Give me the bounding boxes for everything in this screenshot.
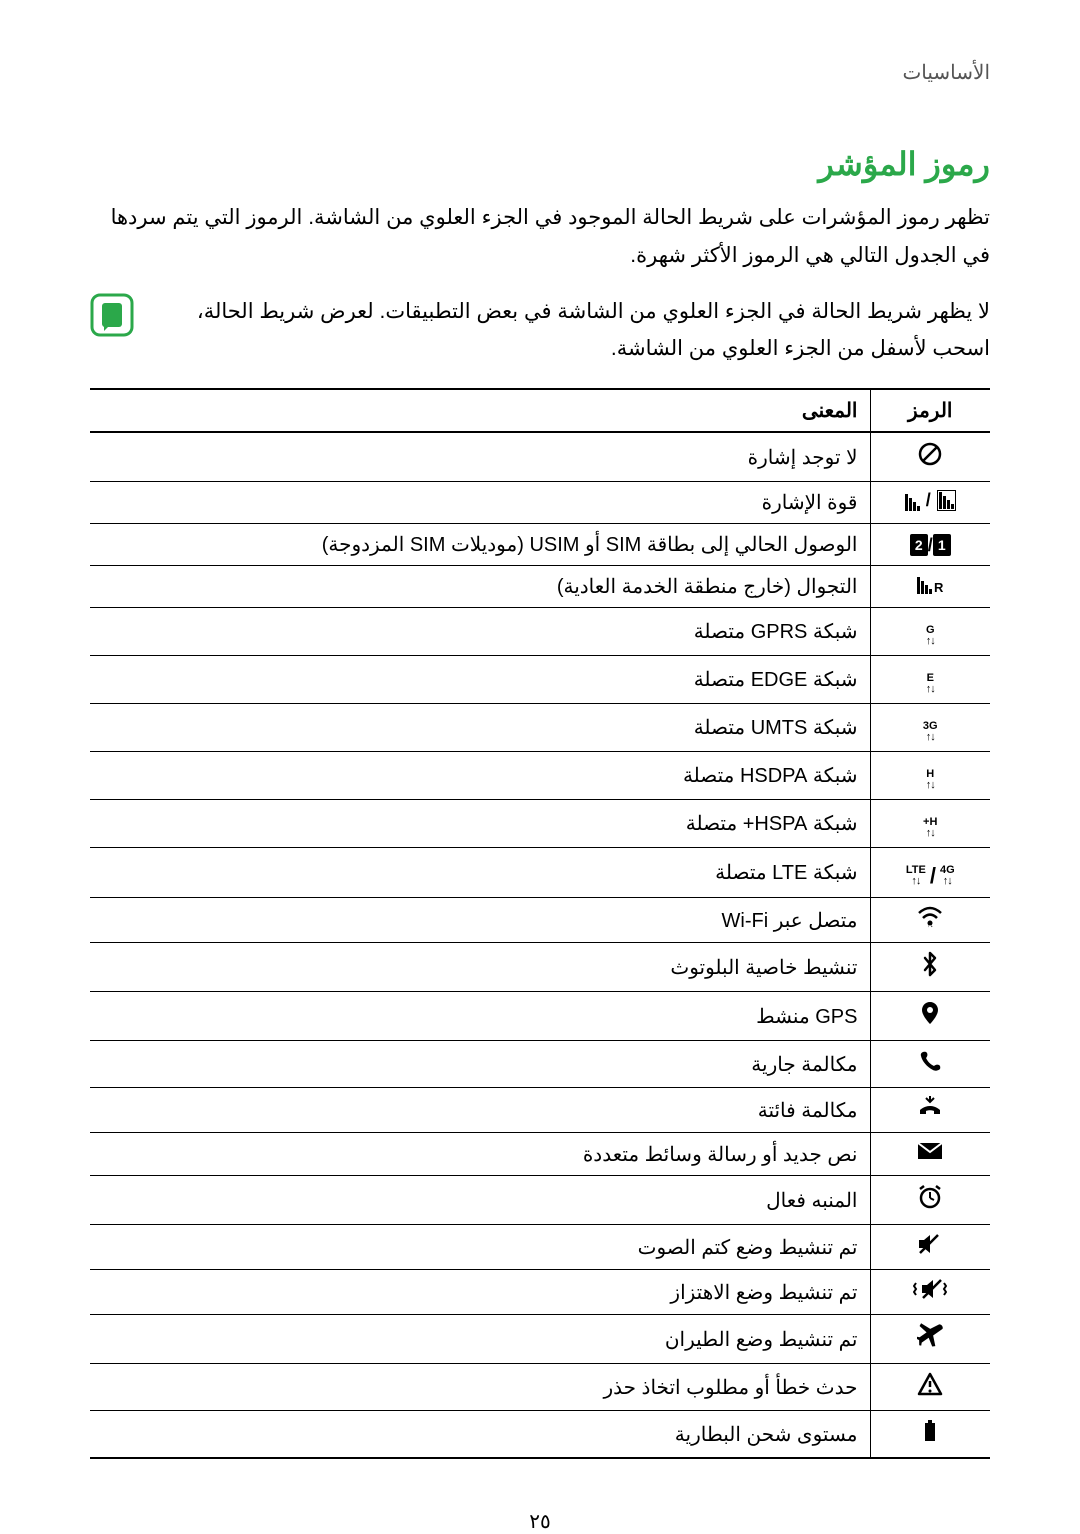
meaning-cell: مكالمة جارية	[90, 1041, 870, 1088]
icon-table: الرمز المعنى لا توجد إشارة/قوة الإشارة1 …	[90, 388, 990, 1459]
call-icon	[870, 1041, 990, 1088]
meaning-cell: مستوى شحن البطارية	[90, 1411, 870, 1459]
meaning-cell: حدث خطأ أو مطلوب اتخاذ حذر	[90, 1364, 870, 1411]
meaning-cell: تم تنشيط وضع الطيران	[90, 1315, 870, 1364]
table-row: حدث خطأ أو مطلوب اتخاذ حذر	[90, 1364, 990, 1411]
intro-text: تظهر رموز المؤشرات على شريط الحالة الموج…	[90, 199, 990, 275]
table-row: تم تنشيط وضع كتم الصوت	[90, 1225, 990, 1270]
table-row: المنبه فعال	[90, 1176, 990, 1225]
table-row: تم تنشيط وضع الاهتزاز	[90, 1270, 990, 1315]
error-icon	[870, 1364, 990, 1411]
table-row: H+↓↑شبكة HSPA+ متصلة	[90, 800, 990, 848]
table-row: نص جديد أو رسالة وسائط متعددة	[90, 1133, 990, 1176]
alarm-icon	[870, 1176, 990, 1225]
signal-strength-icon: /	[870, 482, 990, 524]
meaning-cell: GPS منشط	[90, 992, 870, 1041]
table-row: 4G↓↑/LTE↓↑شبكة LTE متصلة	[90, 848, 990, 898]
table-header-icon: الرمز	[870, 389, 990, 432]
section-title: رموز المؤشر	[90, 145, 990, 183]
meaning-cell: تم تنشيط وضع الاهتزاز	[90, 1270, 870, 1315]
hsdpa-icon: H↓↑	[870, 752, 990, 800]
missed-call-icon	[870, 1088, 990, 1133]
meaning-cell: الوصول الحالي إلى بطاقة SIM أو USIM (مود…	[90, 524, 870, 566]
table-row: تم تنشيط وضع الطيران	[90, 1315, 990, 1364]
lte-icon: 4G↓↑/LTE↓↑	[870, 848, 990, 898]
umts-icon: 3G↓↑	[870, 704, 990, 752]
meaning-cell: تنشيط خاصية البلوتوث	[90, 943, 870, 992]
meaning-cell: تم تنشيط وضع كتم الصوت	[90, 1225, 870, 1270]
meaning-cell: لا توجد إشارة	[90, 432, 870, 482]
breadcrumb: الأساسيات	[90, 60, 990, 85]
battery-icon	[870, 1411, 990, 1459]
table-row: مستوى شحن البطارية	[90, 1411, 990, 1459]
message-icon	[870, 1133, 990, 1176]
page-number: ٢٥	[90, 1509, 990, 1534]
table-row: Rالتجوال (خارج منطقة الخدمة العادية)	[90, 566, 990, 608]
table-row: مكالمة فائتة	[90, 1088, 990, 1133]
meaning-cell: متصل عبر Wi-Fi	[90, 898, 870, 943]
table-row: E↓↑شبكة EDGE متصلة	[90, 656, 990, 704]
airplane-icon	[870, 1315, 990, 1364]
table-header-meaning: المعنى	[90, 389, 870, 432]
meaning-cell: شبكة GPRS متصلة	[90, 608, 870, 656]
table-row: 3G↓↑شبكة UMTS متصلة	[90, 704, 990, 752]
wifi-icon: ↓↑	[870, 898, 990, 943]
svg-text:↓↑: ↓↑	[927, 922, 934, 928]
note-icon	[90, 293, 134, 337]
meaning-cell: شبكة HSDPA متصلة	[90, 752, 870, 800]
gps-icon	[870, 992, 990, 1041]
table-row: مكالمة جارية	[90, 1041, 990, 1088]
table-row: 1 / 2الوصول الحالي إلى بطاقة SIM أو USIM…	[90, 524, 990, 566]
vibrate-icon	[870, 1270, 990, 1315]
table-row: لا توجد إشارة	[90, 432, 990, 482]
meaning-cell: شبكة EDGE متصلة	[90, 656, 870, 704]
meaning-cell: مكالمة فائتة	[90, 1088, 870, 1133]
bluetooth-icon	[870, 943, 990, 992]
meaning-cell: قوة الإشارة	[90, 482, 870, 524]
meaning-cell: شبكة UMTS متصلة	[90, 704, 870, 752]
table-row: GPS منشط	[90, 992, 990, 1041]
mute-icon	[870, 1225, 990, 1270]
table-row: ↓↑ متصل عبر Wi-Fi	[90, 898, 990, 943]
meaning-cell: شبكة LTE متصلة	[90, 848, 870, 898]
table-row: G↓↑شبكة GPRS متصلة	[90, 608, 990, 656]
no-signal-icon	[870, 432, 990, 482]
sim-access-icon: 1 / 2	[870, 524, 990, 566]
meaning-cell: شبكة HSPA+ متصلة	[90, 800, 870, 848]
hspa-plus-icon: H+↓↑	[870, 800, 990, 848]
table-row: /قوة الإشارة	[90, 482, 990, 524]
meaning-cell: التجوال (خارج منطقة الخدمة العادية)	[90, 566, 870, 608]
edge-icon: E↓↑	[870, 656, 990, 704]
meaning-cell: المنبه فعال	[90, 1176, 870, 1225]
table-row: تنشيط خاصية البلوتوث	[90, 943, 990, 992]
note-text: لا يظهر شريط الحالة في الجزء العلوي من ا…	[148, 293, 990, 369]
gprs-icon: G↓↑	[870, 608, 990, 656]
roaming-icon: R	[870, 566, 990, 608]
table-row: H↓↑شبكة HSDPA متصلة	[90, 752, 990, 800]
note-container: لا يظهر شريط الحالة في الجزء العلوي من ا…	[90, 293, 990, 369]
meaning-cell: نص جديد أو رسالة وسائط متعددة	[90, 1133, 870, 1176]
